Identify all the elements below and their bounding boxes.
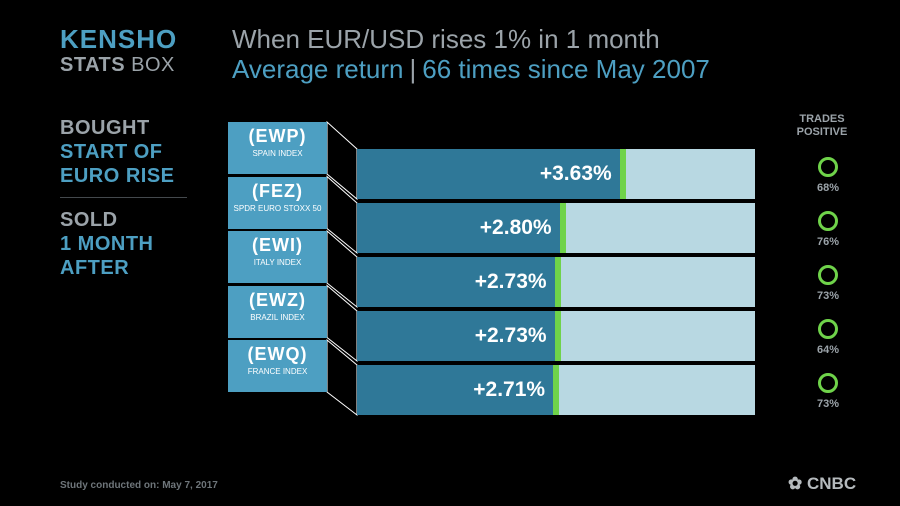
sold-text: SOLD 1 MONTH AFTER <box>60 208 154 280</box>
ticker-label: (EWQ) <box>247 344 308 364</box>
bar-end-marker <box>554 311 561 361</box>
chart-subtitle: Average return | 66 times since May 2007 <box>232 54 710 85</box>
index-name: BRAZIL INDEX <box>250 312 305 322</box>
trades-positive-ring-icon <box>818 319 838 339</box>
index-name: SPAIN INDEX <box>252 149 303 158</box>
bought-line: BOUGHT <box>60 117 150 139</box>
bar <box>357 365 554 415</box>
cnbc-logo: ✿ CNBC <box>788 474 856 494</box>
category-label: (EWI) ITALY INDEX <box>228 231 327 283</box>
connector <box>326 338 358 417</box>
trades-header-line: POSITIVE <box>796 126 848 138</box>
brand-text: CNBC <box>806 474 857 493</box>
connector <box>326 175 358 255</box>
chart-title: When EUR/USD rises 1% in 1 month <box>232 24 660 54</box>
bought-text: BOUGHT START OF EURO RISE <box>60 116 175 188</box>
bar <box>357 257 555 307</box>
index-name: SPDR EURO STOXX 50 <box>233 203 322 213</box>
bar-value-label: +2.73% <box>474 270 547 293</box>
index-name: ITALY INDEX <box>253 258 302 267</box>
ticker-label: (FEZ) <box>252 180 303 201</box>
sold-line: 1 MONTH <box>60 233 154 255</box>
category-label: (EWP) SPAIN INDEX <box>228 122 327 174</box>
bar <box>357 311 555 361</box>
logo-stats: STATS <box>60 54 126 76</box>
peacock-icon: ✿ <box>788 474 803 493</box>
trades-positive-ring-icon <box>818 373 838 393</box>
category-label: (FEZ) SPDR EURO STOXX 50 <box>228 176 327 229</box>
connector <box>326 229 358 309</box>
logo-text: KENSHO <box>60 24 178 54</box>
bar-end-marker <box>619 149 626 199</box>
bar-value-label: +3.63% <box>539 162 612 185</box>
trades-positive-ring-icon <box>818 157 838 177</box>
ticker-label: (EWZ) <box>249 289 306 310</box>
bought-line: START OF <box>60 141 163 163</box>
bar-value-label: +2.71% <box>473 378 546 401</box>
footer-note: Study conducted on: May 7, 2017 <box>60 480 218 491</box>
logo-box: BOX <box>131 54 175 76</box>
trades-positive-value: 76% <box>816 236 840 248</box>
trades-positive-ring-icon <box>818 265 838 285</box>
category-label: (EWQ) FRANCE INDEX <box>228 340 327 392</box>
bar-end-marker <box>554 257 561 307</box>
subtitle-right: 66 times since May 2007 <box>422 54 710 84</box>
bar-end-marker <box>559 203 566 253</box>
subtitle-separator: | <box>409 54 417 84</box>
bar <box>357 149 620 199</box>
bar-value-label: +2.80% <box>479 216 552 239</box>
sold-line: AFTER <box>60 257 130 279</box>
stats-box-logo: STATS BOX <box>60 54 175 77</box>
connector <box>326 284 358 363</box>
kensho-logo: KENSHO <box>60 24 177 55</box>
ticker-label: (EWP) <box>248 126 307 146</box>
bought-line: EURO RISE <box>60 165 175 187</box>
trades-positive-ring-icon <box>818 211 838 231</box>
bar-value-label: +2.73% <box>474 324 547 347</box>
index-name: FRANCE INDEX <box>247 367 308 376</box>
connector <box>326 120 358 201</box>
sidebar-divider <box>60 197 187 198</box>
trades-positive-value: 73% <box>816 290 840 302</box>
trades-positive-value: 68% <box>816 182 840 194</box>
trades-positive-header: TRADES POSITIVE <box>780 113 864 139</box>
trades-positive-value: 73% <box>816 398 840 410</box>
bar <box>357 203 560 253</box>
bar-end-marker <box>553 365 560 415</box>
trades-positive-value: 64% <box>816 344 840 356</box>
sold-line: SOLD <box>60 209 118 231</box>
trades-header-line: TRADES <box>799 113 845 125</box>
category-label: (EWZ) BRAZIL INDEX <box>228 285 327 338</box>
subtitle-left: Average return <box>232 54 404 84</box>
ticker-label: (EWI) <box>252 235 303 255</box>
